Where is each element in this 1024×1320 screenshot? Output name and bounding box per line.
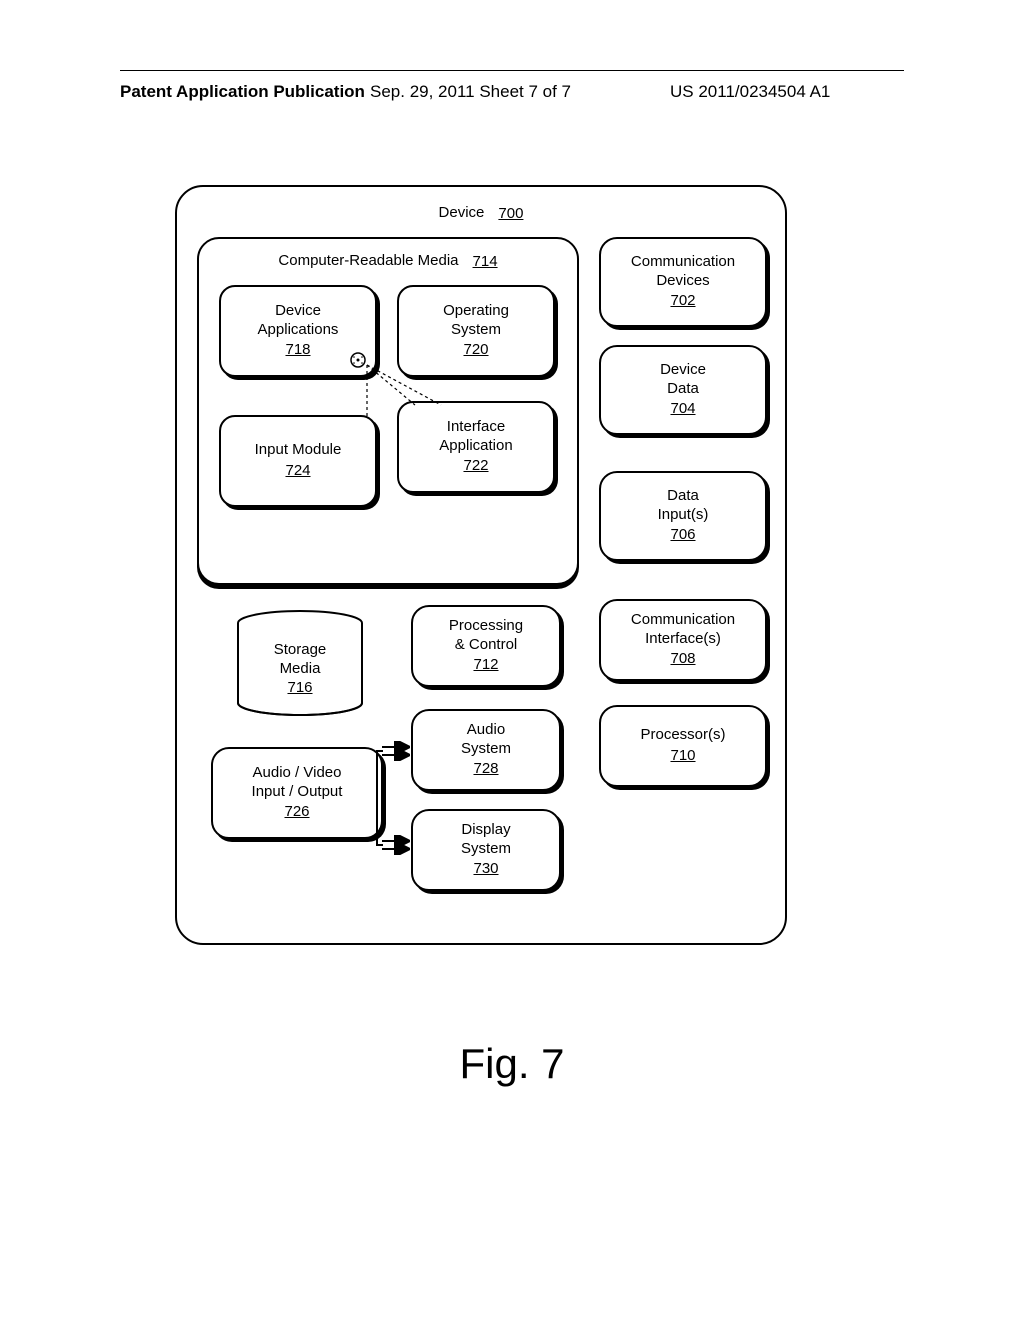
storage-label: Storage Media bbox=[235, 641, 365, 679]
header-center: Sep. 29, 2011 Sheet 7 of 7 bbox=[370, 82, 571, 102]
box-storage: Storage Media 716 bbox=[235, 609, 365, 717]
box-av-io: Audio / Video Input / Output 726 bbox=[211, 747, 383, 839]
display-sys-ref: 730 bbox=[473, 860, 498, 879]
dev-data-label: Device Data bbox=[660, 361, 706, 399]
data-inputs-ref: 706 bbox=[670, 526, 695, 545]
processors-label: Processor(s) bbox=[640, 726, 725, 745]
arrow-elbow bbox=[375, 741, 387, 855]
os-ref: 720 bbox=[463, 341, 488, 360]
device-apps-ref: 718 bbox=[285, 341, 310, 360]
page: Patent Application Publication Sep. 29, … bbox=[0, 0, 1024, 1320]
proc-ctrl-ref: 712 bbox=[473, 656, 498, 675]
outer-title: Device 700 bbox=[177, 203, 785, 224]
av-io-label: Audio / Video Input / Output bbox=[252, 764, 343, 802]
dev-data-ref: 704 bbox=[670, 400, 695, 419]
comm-dev-label: Communication Devices bbox=[631, 253, 735, 291]
proc-ctrl-label: Processing & Control bbox=[449, 617, 523, 655]
comm-if-ref: 708 bbox=[670, 650, 695, 669]
outer-label: Device bbox=[439, 204, 485, 223]
diagram: Device 700 Computer-Readable Media 714 D… bbox=[175, 185, 787, 945]
display-sys-label: Display System bbox=[461, 821, 511, 859]
box-data-inputs: Data Input(s) 706 bbox=[599, 471, 767, 561]
crm-label: Computer-Readable Media bbox=[278, 252, 458, 271]
box-audio-sys: Audio System 728 bbox=[411, 709, 561, 791]
box-proc-ctrl: Processing & Control 712 bbox=[411, 605, 561, 687]
comm-dev-ref: 702 bbox=[670, 292, 695, 311]
box-comm-dev: Communication Devices 702 bbox=[599, 237, 767, 327]
data-inputs-label: Data Input(s) bbox=[658, 487, 709, 525]
header-left: Patent Application Publication bbox=[120, 82, 365, 102]
processors-ref: 710 bbox=[670, 747, 695, 766]
av-io-ref: 726 bbox=[284, 803, 309, 822]
storage-ref: 716 bbox=[287, 679, 312, 696]
box-comm-if: Communication Interface(s) 708 bbox=[599, 599, 767, 681]
crm-ref: 714 bbox=[473, 253, 498, 272]
audio-sys-label: Audio System bbox=[461, 721, 511, 759]
iface-app-ref: 722 bbox=[463, 457, 488, 476]
dotted-links bbox=[345, 345, 465, 435]
outer-ref: 700 bbox=[498, 205, 523, 224]
figure-caption: Fig. 7 bbox=[0, 1040, 1024, 1088]
crm-title: Computer-Readable Media 714 bbox=[199, 251, 577, 272]
box-display-sys: Display System 730 bbox=[411, 809, 561, 891]
header-rule bbox=[120, 70, 904, 71]
device-apps-label: Device Applications bbox=[258, 302, 339, 340]
header-right: US 2011/0234504 A1 bbox=[670, 82, 830, 102]
os-label: Operating System bbox=[443, 302, 509, 340]
audio-sys-ref: 728 bbox=[473, 760, 498, 779]
comm-if-label: Communication Interface(s) bbox=[631, 611, 735, 649]
box-dev-data: Device Data 704 bbox=[599, 345, 767, 435]
input-module-label: Input Module bbox=[255, 441, 342, 460]
box-processors: Processor(s) 710 bbox=[599, 705, 767, 787]
input-module-ref: 724 bbox=[285, 462, 310, 481]
